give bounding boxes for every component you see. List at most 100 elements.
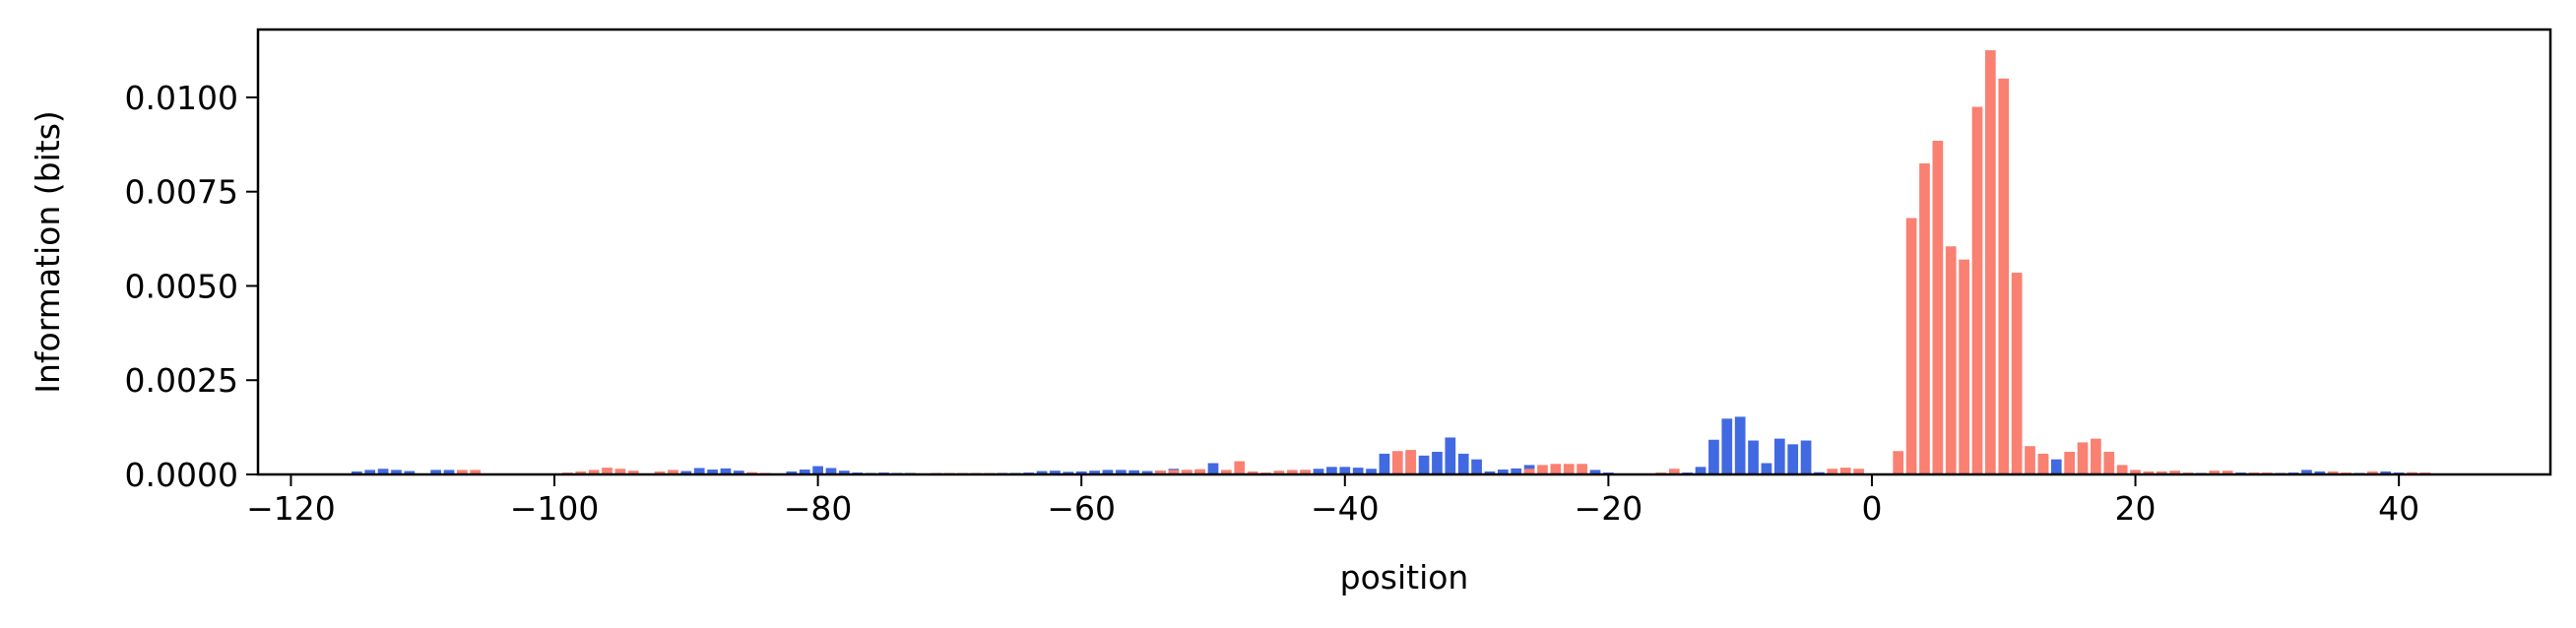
y-axis-title: Information (bits) (29, 110, 67, 394)
bar-blue--87 (720, 468, 732, 474)
x-tick-label: −80 (784, 489, 853, 528)
x-tick-label: −40 (1311, 489, 1380, 528)
x-axis: −120 −100 −80 −60 −40 −20 0 20 40 (246, 474, 2419, 528)
bar-blue--31 (1457, 453, 1469, 474)
bar-blue--32 (1445, 437, 1456, 474)
bar-blue--5 (1800, 440, 1812, 474)
bar-red-22 (2156, 471, 2167, 474)
bar-blue-39 (2380, 471, 2392, 474)
bar-blue-34 (2314, 471, 2326, 474)
bar-blue--42 (1313, 469, 1324, 474)
bar-blue--88 (707, 470, 718, 474)
y-tick-label: 0.0050 (125, 267, 238, 305)
y-tick-label: 0.0025 (125, 361, 238, 400)
bar-blue--114 (364, 470, 376, 474)
bar-red--43 (1300, 470, 1311, 474)
bar-blue--115 (351, 471, 362, 474)
bar-red-12 (2025, 446, 2035, 474)
bar-blue--11 (1721, 418, 1733, 474)
bar-blue--34 (1418, 455, 1430, 474)
bar-red--2 (1839, 468, 1851, 474)
bar-red--3 (1827, 469, 1838, 474)
bar-red-15 (2064, 452, 2075, 474)
x-tick-label: 40 (2378, 489, 2419, 528)
bar-red--96 (602, 468, 612, 474)
bar-blue--50 (1207, 463, 1219, 474)
bar-blue--29 (1484, 471, 1496, 474)
bar-blue--13 (1695, 467, 1707, 474)
bar-blue--58 (1102, 470, 1114, 474)
bar-blue--27 (1511, 468, 1522, 474)
bar-red--49 (1221, 470, 1232, 474)
bar-red--52 (1181, 470, 1192, 474)
x-axis-title: position (1340, 558, 1469, 597)
bar-red--1 (1853, 469, 1864, 474)
x-tick-label: 20 (2115, 489, 2157, 528)
bar-red--91 (668, 470, 678, 474)
y-axis: 0.0000 0.0025 0.0050 0.0075 0.0100 (125, 79, 258, 494)
bar-blue--111 (404, 471, 416, 474)
bar-blue--41 (1326, 467, 1337, 474)
bar-red--92 (654, 471, 666, 474)
bar-blue--81 (799, 470, 810, 474)
bar-blue--59 (1089, 471, 1100, 474)
bar-red-10 (1998, 78, 2010, 475)
bar-blue--108 (443, 470, 455, 474)
bar-red-4 (1919, 162, 1930, 475)
bar-red--36 (1391, 451, 1403, 474)
bar-blue--112 (391, 470, 402, 474)
bar-blue--9 (1748, 440, 1759, 474)
bar-red-7 (1959, 259, 1969, 474)
bar-blue--61 (1063, 471, 1074, 474)
bar-red-3 (1905, 218, 1917, 474)
bar-red--98 (575, 471, 587, 474)
bar-red--95 (614, 469, 626, 474)
bar-blue--28 (1497, 470, 1509, 474)
bar-blue--8 (1761, 463, 1772, 474)
bar-blue--7 (1773, 438, 1785, 474)
bar-blue--82 (786, 471, 798, 474)
x-tick-label: −60 (1047, 489, 1116, 528)
bar-red-13 (2037, 453, 2049, 474)
bar-red-2 (1893, 451, 1904, 474)
bar-red-9 (1985, 50, 1996, 474)
bar-blue--90 (680, 471, 692, 474)
bar-red--15 (1668, 469, 1680, 474)
bar-red--25 (1537, 465, 1548, 474)
bar-blue--40 (1339, 467, 1351, 474)
x-tick-label: 0 (1861, 489, 1882, 528)
bar-blue--113 (377, 469, 389, 474)
bar-red-38 (2367, 471, 2378, 474)
bar-red-6 (1945, 246, 1957, 474)
bar-blue--10 (1734, 416, 1746, 474)
y-tick-label: 0.0075 (125, 173, 238, 212)
bars-layer (351, 50, 2431, 475)
bar-blue-14 (2050, 459, 2062, 474)
y-tick-label: 0.0000 (125, 456, 238, 494)
bar-red--24 (1550, 464, 1562, 474)
bar-red--45 (1273, 471, 1285, 474)
bar-blue--109 (430, 470, 441, 474)
y-tick-label: 0.0100 (125, 79, 238, 117)
bar-red--107 (457, 470, 468, 474)
bar-blue--89 (693, 468, 705, 474)
bar-red--94 (627, 471, 639, 474)
bar-red-23 (2169, 471, 2181, 474)
bar-blue--55 (1141, 471, 1153, 474)
bar-red--53 (1168, 470, 1180, 474)
bar-blue--6 (1787, 444, 1799, 474)
bar-red-35 (2327, 471, 2339, 474)
bar-red-19 (2116, 465, 2128, 474)
bar-blue--79 (825, 468, 837, 474)
bar-red-16 (2077, 442, 2089, 474)
bar-blue--30 (1471, 459, 1482, 474)
bar-red-26 (2209, 471, 2221, 474)
bar-blue--12 (1708, 439, 1719, 474)
x-tick-label: −120 (246, 489, 336, 528)
bar-blue--86 (733, 471, 744, 474)
bar-red--54 (1155, 471, 1166, 474)
bar-blue--56 (1128, 470, 1140, 474)
bar-red--26 (1523, 469, 1535, 474)
bar-red--97 (588, 470, 600, 474)
bar-red--106 (470, 470, 482, 474)
